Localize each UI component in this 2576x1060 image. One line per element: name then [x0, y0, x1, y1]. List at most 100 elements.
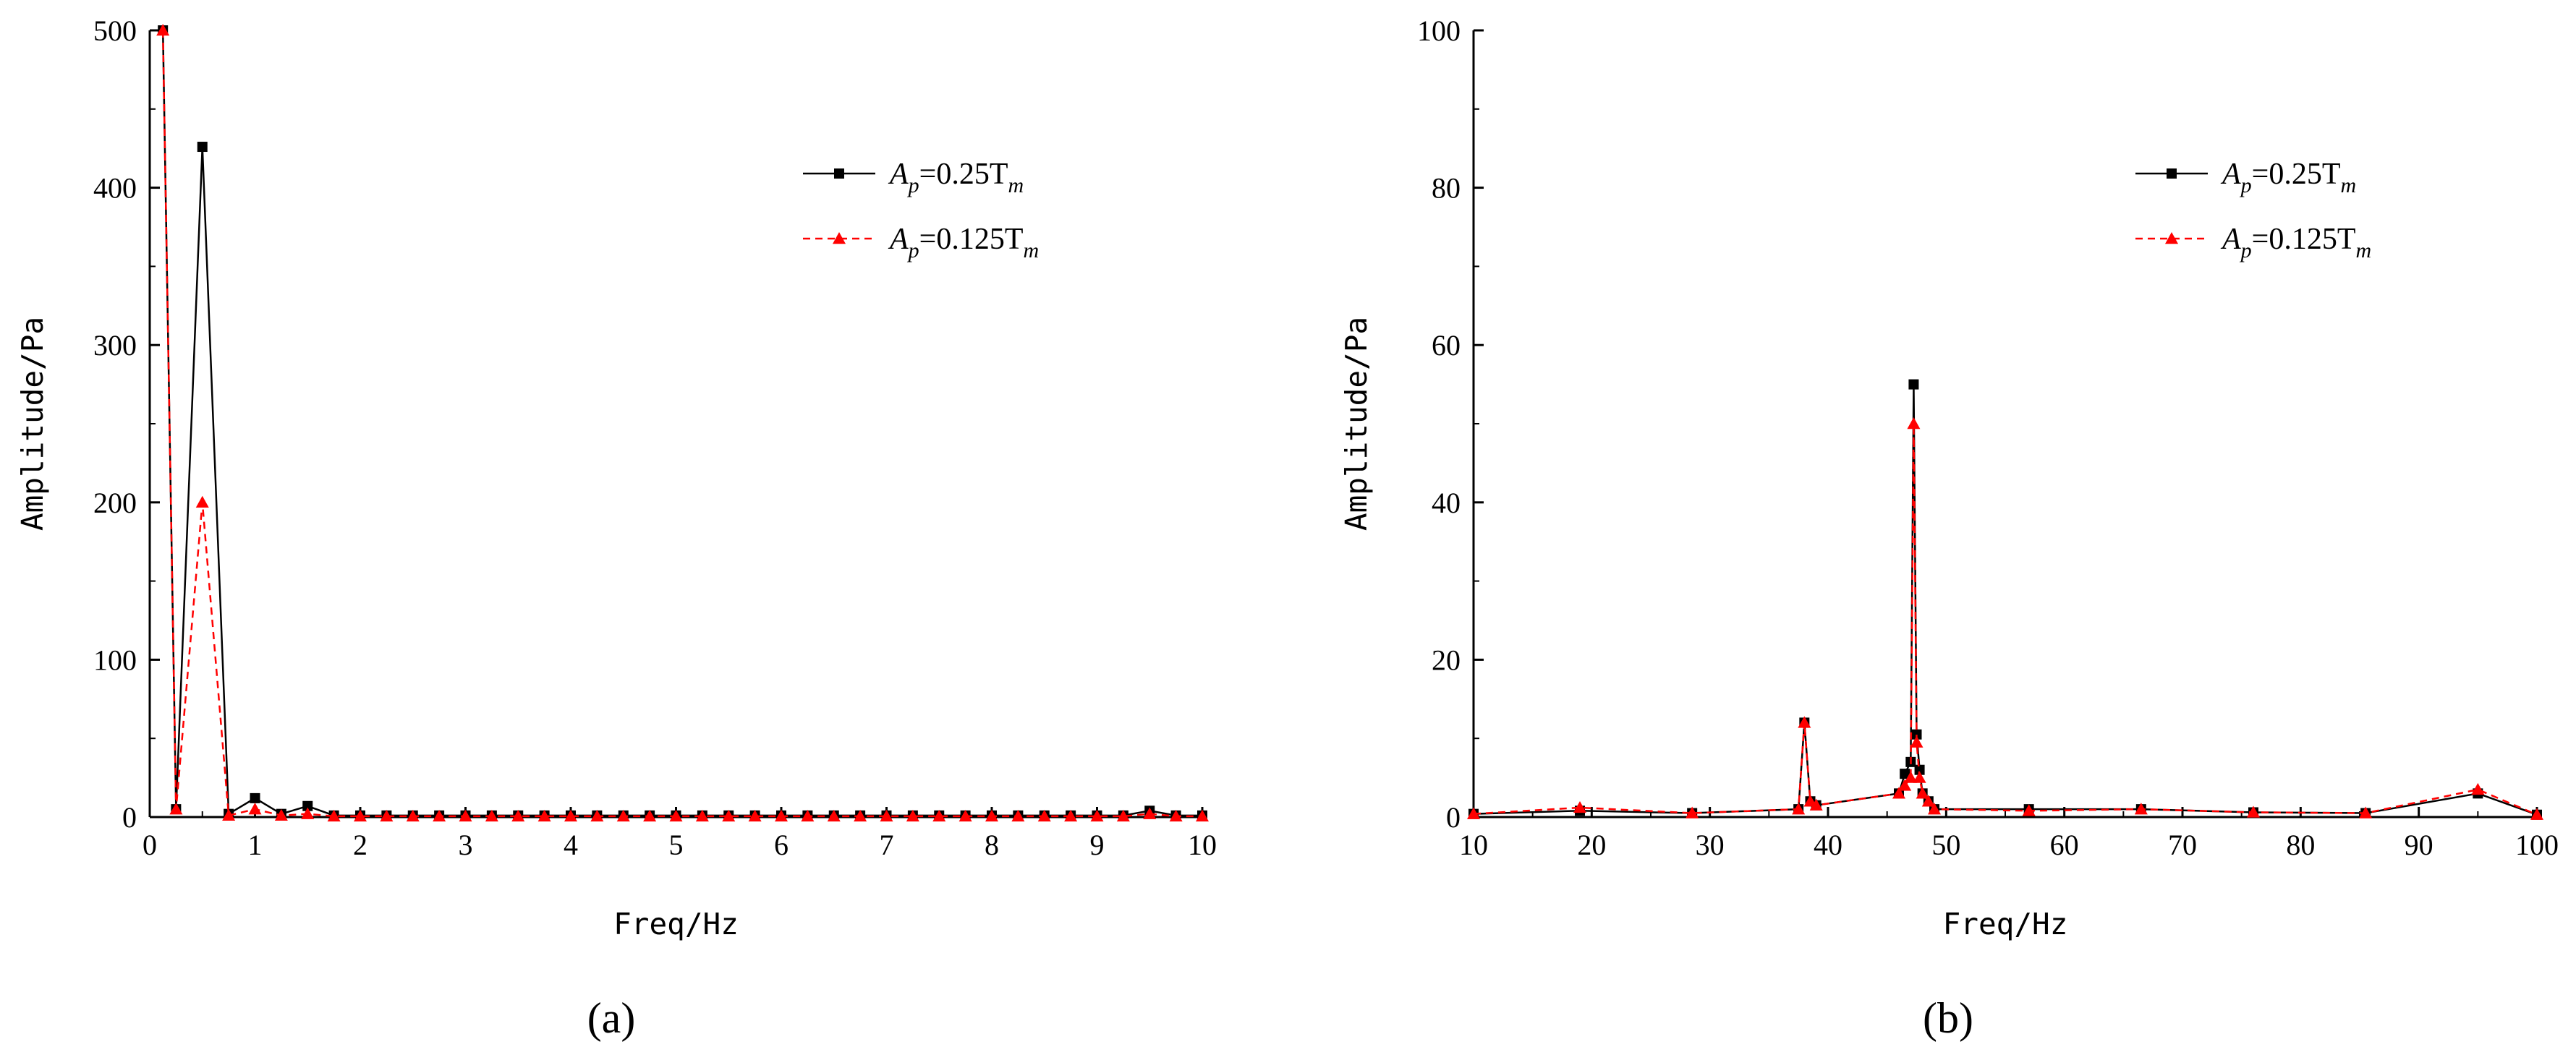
x-tick-label: 10 [1459, 829, 1488, 861]
data-point [1907, 417, 1921, 429]
data-point [1792, 803, 1806, 815]
data-point [1169, 809, 1183, 822]
chart-panel-a: 0 1 2 3 4 5 6 7 8 9 100100200300400500Freq/HzAmpli… [15, 14, 1217, 1042]
data-point [722, 809, 736, 822]
data-point [1686, 806, 1699, 818]
data-point [854, 809, 867, 822]
data-point [775, 809, 788, 822]
x-tick-label: 7 [880, 829, 894, 861]
chart-panel-b: 10 20 30 40 50 60 70 80 90 100 0 20 40 60 80 100 Freq/Hz… [1339, 14, 2559, 1042]
data-point [932, 809, 946, 822]
x-tick-label: 50 [1931, 829, 1960, 861]
y-tick-label: 0 [1446, 801, 1461, 834]
data-point [197, 142, 208, 153]
y-tick-label: 100 [93, 644, 137, 676]
data-point [1916, 787, 1929, 799]
x-tick-label: 10 [1188, 829, 1217, 861]
data-point [537, 809, 551, 822]
data-point [1900, 769, 1910, 779]
y-tick-label: 100 [1417, 14, 1461, 47]
data-point [459, 809, 472, 822]
data-point [1913, 771, 1926, 783]
data-point [1090, 809, 1104, 822]
data-point [1911, 729, 1922, 740]
data-point [195, 495, 209, 508]
x-tick-label: 9 [1090, 829, 1105, 861]
series-0: Ap=0.25Tm [1468, 158, 2542, 820]
data-point [643, 809, 657, 822]
x-tick-label: 30 [1696, 829, 1725, 861]
data-point [2359, 806, 2373, 818]
data-point [433, 809, 446, 822]
x-tick-label: 2 [353, 829, 367, 861]
series-line [1473, 384, 2538, 816]
x-tick-label: 100 [2515, 829, 2559, 861]
y-tick-label: 500 [93, 14, 137, 47]
y-tick-label: 20 [1432, 644, 1461, 676]
x-axis-label: Freq/Hz [613, 907, 739, 941]
x-tick-label: 1 [248, 829, 263, 861]
data-point [327, 809, 341, 822]
data-point [169, 803, 183, 815]
data-point [380, 809, 394, 822]
x-tick-label: 3 [459, 829, 473, 861]
data-point [2530, 808, 2543, 820]
x-tick-label: 40 [1814, 829, 1842, 861]
y-tick-label: 300 [93, 329, 137, 362]
x-tick-label: 70 [2168, 829, 2197, 861]
y-axis-label: Amplitude/Pa [1339, 317, 1374, 531]
x-tick-label: 80 [2286, 829, 2315, 861]
data-point [880, 809, 893, 822]
y-axis-label: Amplitude/Pa [15, 317, 50, 531]
data-point [248, 803, 262, 815]
data-point [511, 809, 525, 822]
data-point [2134, 803, 2148, 815]
data-point [1921, 795, 1935, 807]
data-point [1064, 809, 1078, 822]
data-point [250, 792, 260, 803]
data-point [1914, 764, 1925, 775]
y-tick-label: 80 [1432, 172, 1461, 205]
data-point [1898, 779, 1912, 791]
legend-label: Ap=0.125Tm [2220, 223, 2371, 262]
data-point [1928, 803, 1941, 815]
data-point [590, 809, 604, 822]
y-tick-label: 60 [1432, 329, 1461, 362]
series-line [161, 30, 1202, 817]
data-point [748, 809, 762, 822]
data-point [669, 809, 683, 822]
data-point [1037, 809, 1051, 822]
data-point [564, 809, 577, 822]
panel-label: (a) [587, 994, 636, 1042]
y-tick-label: 40 [1432, 487, 1461, 519]
data-point [2471, 782, 2485, 795]
panel-label: (b) [1923, 994, 1973, 1042]
x-tick-label: 5 [669, 829, 684, 861]
data-point [222, 808, 236, 821]
series-line [161, 30, 1202, 818]
series-0: Ap=0.25Tm [158, 25, 1207, 821]
data-point [485, 809, 498, 822]
x-tick-label: 20 [1577, 829, 1606, 861]
data-point [1904, 771, 1918, 783]
x-tick-label: 0 [143, 829, 157, 861]
data-point [1809, 798, 1823, 811]
data-point [354, 809, 367, 822]
x-tick-label: 6 [774, 829, 788, 861]
legend-label: Ap=0.25Tm [888, 158, 1024, 197]
x-axis-label: Freq/Hz [1943, 907, 2068, 941]
x-tick-label: 4 [564, 829, 578, 861]
data-point [301, 807, 315, 819]
data-point [156, 24, 170, 36]
data-point [827, 809, 841, 822]
x-tick-label: 8 [985, 829, 999, 861]
data-point [1908, 379, 1919, 390]
data-point [274, 808, 288, 821]
data-point [1143, 807, 1157, 819]
data-point [2022, 804, 2036, 816]
x-tick-label: 60 [2050, 829, 2079, 861]
x-tick-label: 90 [2405, 829, 2433, 861]
series-1: Ap=0.125Tm [1467, 223, 2543, 820]
data-point [958, 809, 972, 822]
data-point [406, 809, 420, 822]
